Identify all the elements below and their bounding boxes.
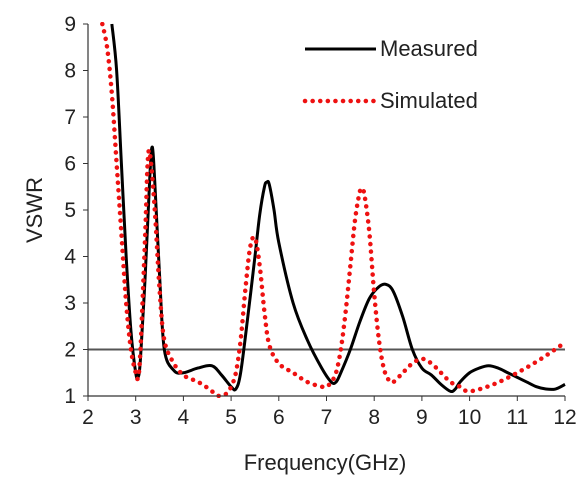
- x-axis-ticks: 2 3 4 5 6 7 8 9 10 11 12: [82, 396, 577, 429]
- x-tick-label: 7: [321, 406, 333, 429]
- y-tick-label: 9: [64, 13, 76, 36]
- x-tick-label: 9: [416, 406, 428, 429]
- y-axis-title: VSWR: [22, 177, 47, 243]
- x-axis-title: Frequency(GHz): [244, 450, 407, 475]
- x-tick-label: 5: [225, 406, 237, 429]
- plot-area: [87, 22, 568, 398]
- y-tick-label: 6: [64, 153, 76, 176]
- y-tick-label: 5: [64, 199, 76, 222]
- measured-legend-label: Measured: [380, 36, 478, 61]
- y-tick-label: 1: [64, 385, 76, 408]
- x-tick-label: 6: [273, 406, 285, 429]
- legend: Measured Simulated: [302, 36, 478, 113]
- x-tick-label: 2: [82, 406, 94, 429]
- simulated-series-line: [100, 22, 568, 398]
- y-axis-ticks: 1 2 3 4 5 6 7 8 9: [64, 13, 88, 408]
- x-tick-label: 4: [178, 406, 190, 429]
- y-tick-label: 7: [64, 106, 76, 129]
- x-tick-label: 11: [506, 406, 528, 429]
- x-tick-label: 10: [458, 406, 481, 429]
- x-tick-label: 12: [553, 406, 576, 429]
- x-tick-label: 3: [130, 406, 142, 429]
- y-tick-label: 3: [64, 292, 76, 315]
- y-tick-label: 4: [64, 246, 76, 269]
- y-tick-label: 2: [64, 339, 76, 362]
- y-tick-label: 8: [64, 60, 76, 83]
- x-tick-label: 8: [368, 406, 380, 429]
- measured-series-line: [110, 23, 566, 394]
- simulated-legend-label: Simulated: [380, 88, 478, 113]
